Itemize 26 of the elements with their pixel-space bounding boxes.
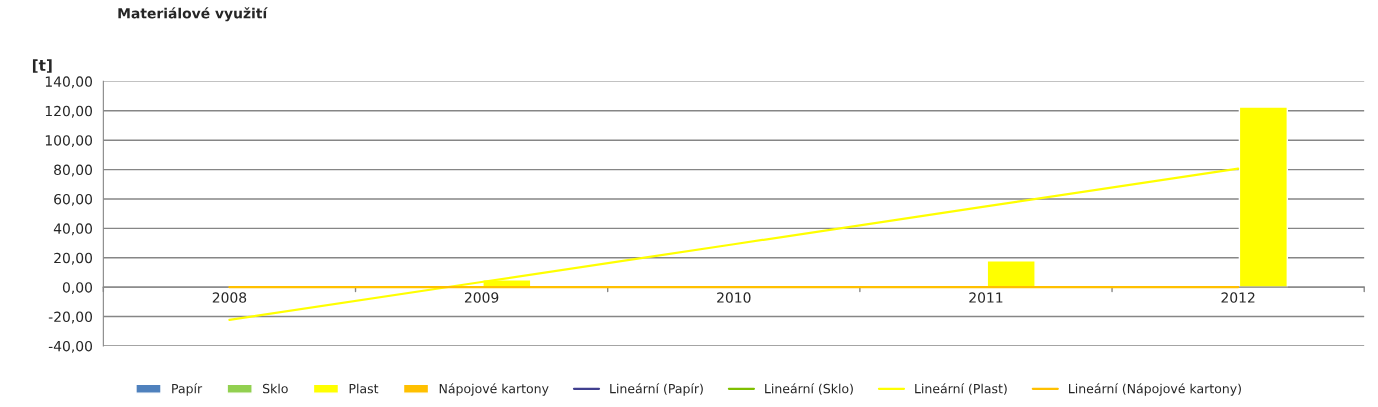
legend-label: Lineární (Sklo)	[765, 383, 853, 395]
y-tick-label: 40,00	[53, 223, 93, 236]
y-tick-label: -20,00	[48, 311, 93, 324]
y-tick-label: 60,00	[54, 193, 93, 206]
legend-label: Papír	[172, 383, 203, 396]
y-tick-label: 80,00	[54, 164, 93, 177]
y-tick-label: 0,00	[62, 282, 93, 295]
y-tick-label: 140,00	[45, 76, 93, 89]
x-tick-label: 2012	[1221, 292, 1255, 303]
x-tick-label: 2009	[464, 292, 499, 303]
legend-label: Lineární (Nápojové kartony)	[1069, 383, 1241, 396]
x-tick-label: 2010	[717, 292, 751, 303]
x-tick-label: 2008	[212, 292, 247, 303]
legend-label: Nápojové kartony	[439, 383, 549, 396]
y-tick-label: 20,00	[54, 252, 93, 265]
legend-label: Lineární (Plast)	[915, 383, 1007, 395]
y-axis-title: [t]	[32, 59, 52, 73]
legend-label: Plast	[349, 383, 379, 394]
y-tick-label: 100,00	[45, 135, 93, 148]
chart-title: Materiálové využití	[118, 7, 268, 22]
y-tick-label: -40,00	[48, 340, 93, 353]
bar	[986, 260, 1036, 288]
x-tick-label: 2011	[969, 292, 1003, 303]
legend-label: Sklo	[262, 383, 288, 394]
y-tick-label: 120,00	[45, 105, 93, 118]
legend-label: Lineární (Papír)	[610, 383, 703, 396]
